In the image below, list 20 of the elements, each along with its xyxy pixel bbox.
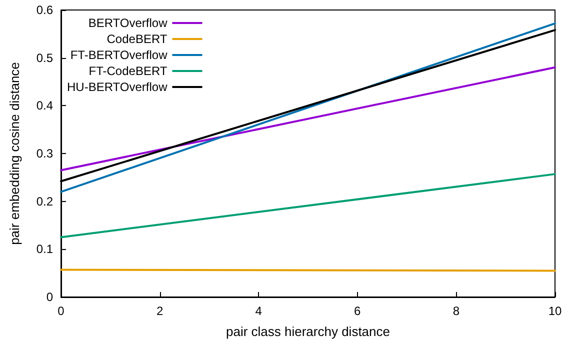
- legend-label: BERTOverflow: [88, 16, 168, 30]
- x-tick-label: 2: [156, 304, 164, 318]
- x-tick-label: 10: [548, 304, 562, 318]
- y-tick-label: 0.1: [36, 242, 54, 256]
- y-tick-label: 0.5: [36, 50, 54, 65]
- x-tick-label: 4: [255, 304, 262, 318]
- legend-label: FT-BERTOverflow: [70, 48, 168, 62]
- x-axis-title: pair class hierarchy distance: [226, 324, 390, 339]
- y-tick-label: 0.2: [36, 194, 54, 208]
- y-axis-title: pair embedding cosine distance: [7, 62, 22, 245]
- y-tick-label: 0.3: [36, 146, 54, 160]
- y-tick-label: 0.4: [36, 98, 54, 113]
- legend-label: FT-CodeBERT: [88, 64, 168, 78]
- y-tick-label: 0.6: [36, 3, 54, 17]
- x-tick-label: 6: [354, 304, 362, 318]
- y-tick-label: 0: [46, 290, 54, 304]
- x-tick-label: 0: [58, 304, 65, 318]
- x-tick-label: 8: [452, 304, 460, 318]
- legend-label: HU-BERTOverflow: [66, 80, 168, 94]
- legend-label: CodeBERT: [106, 32, 168, 46]
